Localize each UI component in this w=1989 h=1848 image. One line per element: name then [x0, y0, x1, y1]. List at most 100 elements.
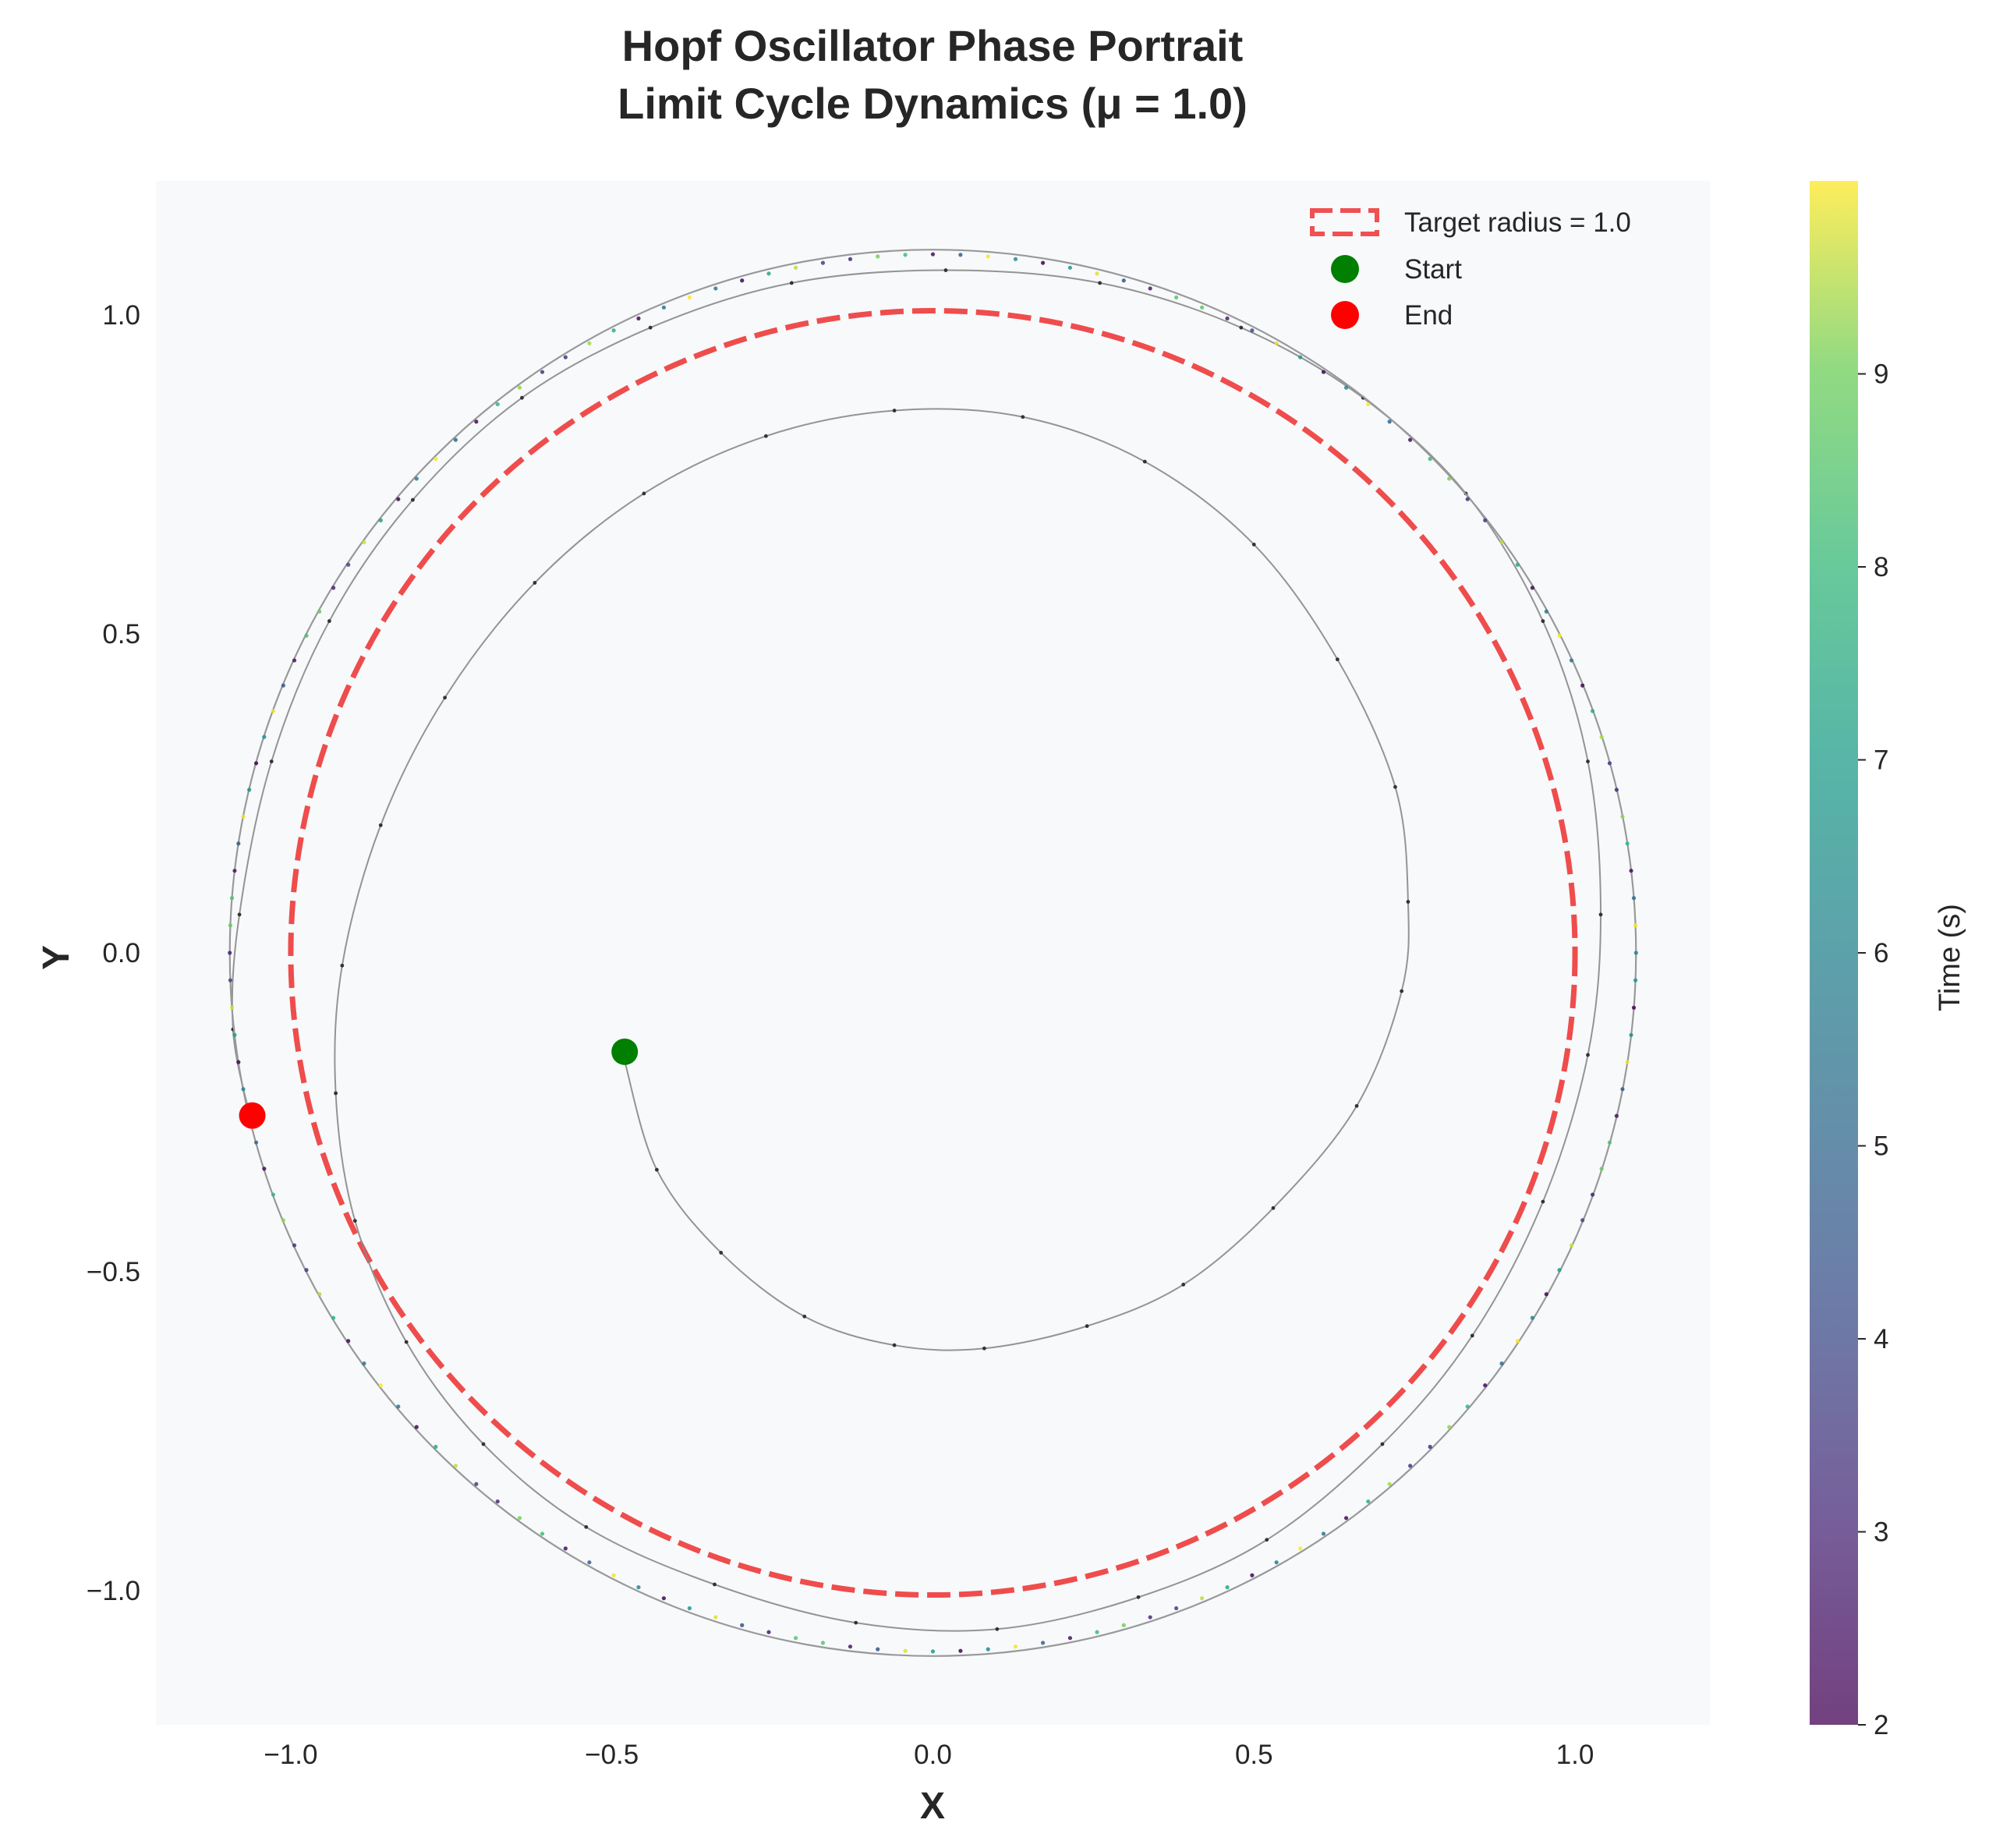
limit-cycle-point [1631, 1005, 1637, 1010]
limit-cycle-point [1515, 1339, 1520, 1344]
trajectory-point [584, 1524, 589, 1529]
colorbar-tick-label: 2 [1874, 1710, 1888, 1740]
legend: Target radius = 1.0 Start End [1310, 207, 1631, 331]
limit-cycle-point [636, 316, 641, 320]
limit-cycle-point [346, 1339, 351, 1344]
y-axis-label: Y [36, 945, 77, 970]
limit-cycle-point [903, 1648, 908, 1653]
limit-cycle-point [1013, 257, 1018, 261]
limit-cycle-point [1428, 456, 1432, 462]
trajectory-point [533, 581, 537, 585]
limit-cycle-point [1625, 1060, 1630, 1064]
colorbar-tick-label: 6 [1874, 938, 1888, 968]
limit-cycle-point [986, 254, 990, 259]
trajectory-point [340, 963, 345, 968]
limit-cycle-point [1040, 260, 1046, 265]
trajectory-point [943, 268, 948, 272]
limit-cycle-point [1321, 1531, 1326, 1536]
trajectory-point [1085, 1324, 1089, 1329]
x-tick-label: 1.0 [1556, 1740, 1594, 1770]
limit-cycle-point [793, 1636, 798, 1641]
trajectory-point [995, 1627, 1000, 1631]
limit-cycle-point [396, 1404, 401, 1409]
limit-cycle-point [1557, 633, 1562, 638]
trajectory-point [404, 1340, 409, 1344]
limit-cycle-point [1447, 1425, 1452, 1429]
limit-cycle-point [1013, 1644, 1018, 1649]
x-tick-labels: −1.0 −0.5 0.0 0.5 1.0 [264, 1740, 1594, 1770]
limit-cycle-point [1599, 1167, 1604, 1171]
limit-cycle-point [414, 476, 419, 481]
trajectory-point [1271, 1205, 1276, 1210]
trajectory-point [1470, 1333, 1474, 1338]
trajectory-point [269, 759, 274, 763]
limit-cycle-point [1040, 1641, 1046, 1645]
limit-cycle-point [232, 869, 237, 873]
limit-cycle-point [495, 1499, 500, 1504]
limit-cycle-point [292, 658, 297, 663]
trajectory-point [1265, 1538, 1269, 1542]
limit-cycle-point [1148, 1615, 1152, 1620]
x-tick-label: 0.5 [1235, 1740, 1273, 1770]
limit-cycle-point [228, 951, 232, 955]
limit-cycle-point [271, 1192, 276, 1197]
limit-cycle-point [1343, 385, 1349, 390]
limit-cycle-point [1633, 951, 1638, 955]
limit-cycle-point [236, 1060, 241, 1064]
limit-cycle-point [362, 1361, 366, 1366]
trajectory-point [1239, 325, 1244, 330]
trajectory-line [231, 269, 1602, 1632]
limit-cycle-point [1483, 518, 1488, 522]
limit-cycle-point [1515, 562, 1520, 567]
limit-cycle-point [1121, 1623, 1126, 1627]
limit-cycle-point [661, 1596, 666, 1601]
trajectory-point [378, 823, 383, 827]
limit-cycle-point [1298, 355, 1303, 359]
limit-cycle-point [236, 841, 241, 846]
limit-cycle-point [1366, 402, 1371, 407]
limit-cycle-point [228, 978, 233, 982]
x-tick-label: −0.5 [585, 1740, 639, 1770]
limit-cycle-point [930, 252, 936, 257]
chart-title: Hopf Oscillator Phase Portrait [622, 21, 1244, 70]
trajectory-point [481, 1442, 486, 1446]
limit-cycle-point [1321, 370, 1326, 374]
chart-subtitle: Limit Cycle Dynamics (μ = 1.0) [618, 79, 1248, 128]
limit-cycle-point [474, 420, 479, 424]
trajectory-point [1354, 1103, 1359, 1108]
limit-cycle-point [1274, 1560, 1279, 1565]
limit-cycle-point [1174, 1605, 1179, 1611]
limit-cycle-point [876, 1647, 880, 1652]
limit-cycle-point [1447, 476, 1452, 481]
y-tick-labels: −1.0 −0.5 0.0 0.5 1.0 [87, 300, 140, 1606]
limit-cycle-point [611, 328, 616, 333]
limit-cycle-point [687, 1605, 692, 1611]
trajectory-point [648, 325, 653, 330]
limit-cycle-point [434, 1444, 438, 1450]
marker-start [611, 1038, 639, 1065]
limit-cycle-point [1387, 420, 1392, 424]
limit-cycle-point [292, 1243, 297, 1248]
limit-cycle-point [1557, 1268, 1562, 1273]
limit-cycle-point [1530, 586, 1535, 590]
limit-cycle-point [930, 1649, 936, 1654]
limit-cycle-point [271, 709, 276, 713]
colorbar-tick-labels: 2 3 4 5 6 7 8 9 [1858, 359, 1888, 1740]
limit-cycle-point [1121, 278, 1126, 283]
limit-cycle-point [687, 295, 692, 300]
limit-cycle-point [1620, 1087, 1625, 1092]
legend-label-start: Start [1404, 254, 1462, 285]
trajectory-point [1541, 1199, 1545, 1204]
target-radius-circle [288, 307, 1578, 1598]
limit-cycle-point [304, 633, 309, 638]
colorbar-tick-label: 5 [1874, 1131, 1888, 1162]
limit-cycle-point [766, 271, 771, 276]
limit-cycle-point [1250, 1573, 1255, 1577]
trajectory-point [802, 1314, 807, 1319]
limit-cycle-point [317, 609, 322, 614]
limit-cycle-point [362, 540, 366, 544]
limit-cycle-point [281, 683, 285, 688]
limit-cycle-point [229, 896, 235, 901]
limit-cycle-point [1174, 295, 1179, 300]
